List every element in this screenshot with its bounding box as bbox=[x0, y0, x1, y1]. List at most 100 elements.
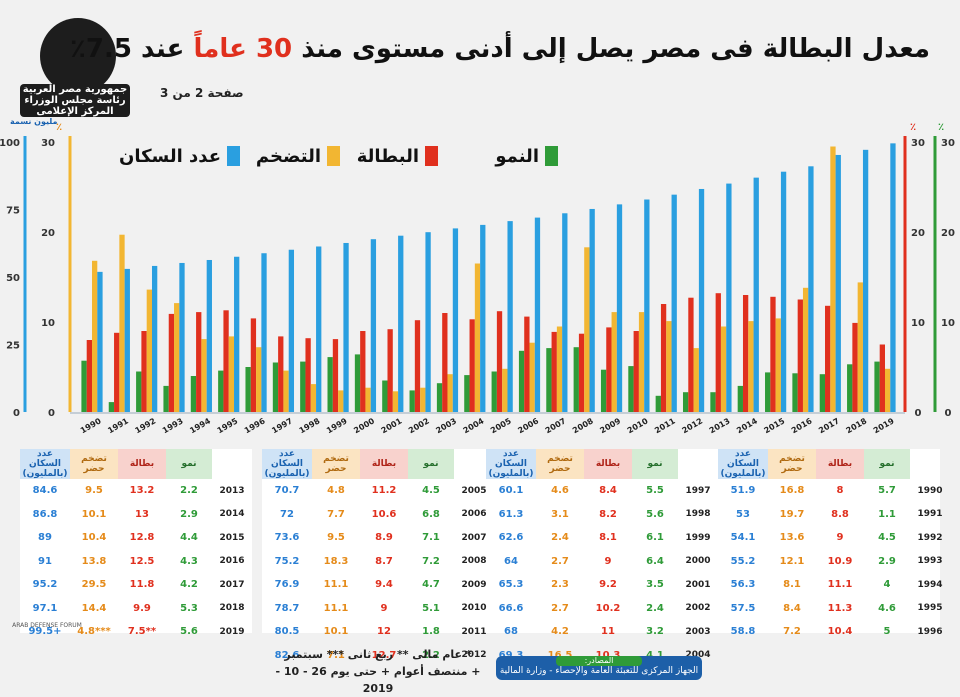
sources-box: المصادر: الجهاز المركزى للتعبئة العامة و… bbox=[496, 656, 702, 680]
bar-population-1994 bbox=[206, 259, 212, 412]
cell-une: 10.6 bbox=[371, 508, 397, 520]
cell-inf: 2.4 bbox=[551, 532, 569, 544]
bar-population-2013 bbox=[726, 183, 732, 412]
bar-unemployment-2018 bbox=[852, 322, 858, 412]
bar-inflation-2019 bbox=[885, 368, 891, 412]
x-tick-label: 1997 bbox=[270, 416, 294, 435]
bar-population-1990 bbox=[97, 271, 103, 412]
bar-inflation-2009 bbox=[611, 312, 617, 412]
pct-axis-unit-left: ٪ bbox=[56, 122, 62, 133]
logo-line1: جمهورية مصر العربية bbox=[22, 84, 128, 95]
x-tick-label: 2010 bbox=[626, 416, 650, 435]
cell-pop: 66.6 bbox=[498, 602, 524, 614]
bar-population-2019 bbox=[890, 143, 896, 412]
legend-growth-label: النمو bbox=[495, 145, 539, 167]
bar-unemployment-2003 bbox=[442, 313, 448, 412]
pop-axis-unit: مليون نسمة bbox=[10, 117, 58, 126]
cell-inf: 10.1 bbox=[323, 626, 349, 638]
bar-growth-2002 bbox=[409, 390, 415, 412]
cell-une: 11.2 bbox=[371, 485, 397, 497]
cell-pop: 60.1 bbox=[498, 485, 524, 497]
pop-tick: 50 bbox=[6, 273, 20, 284]
x-tick-label: 1995 bbox=[216, 416, 240, 435]
bar-growth-1994 bbox=[190, 376, 197, 412]
cell-gro: 2.9 bbox=[180, 508, 198, 520]
table-row: 89 10.4 12.8 4.4 2015 bbox=[20, 526, 252, 550]
cell-inf: 19.7 bbox=[779, 508, 805, 520]
cell-gro: 6.1 bbox=[646, 532, 664, 544]
data-table-1 bbox=[20, 449, 252, 633]
cell-gro: 5.6 bbox=[646, 508, 664, 520]
bar-unemployment-1996 bbox=[250, 318, 257, 412]
bar-unemployment-2019 bbox=[879, 344, 885, 412]
header-inflation: تضخم حضر bbox=[312, 449, 360, 479]
logo-line2: رئاسة مجلس الوزراء bbox=[24, 95, 126, 106]
bar-growth-1993 bbox=[163, 385, 169, 412]
x-tick-label: 2014 bbox=[735, 416, 759, 435]
cell-pop: 84.6 bbox=[32, 485, 58, 497]
bar-population-2006 bbox=[534, 217, 541, 412]
cell-year: 2004 bbox=[685, 650, 711, 661]
cell-une: 9.9 bbox=[133, 602, 151, 614]
cell-une: 13.2 bbox=[129, 485, 155, 497]
pop-tick: 75 bbox=[6, 206, 20, 217]
header-inflation: تضخم حضر bbox=[768, 449, 816, 479]
bar-growth-2015 bbox=[765, 372, 771, 412]
bar-growth-2012 bbox=[682, 392, 689, 412]
cell-gro: 2.2 bbox=[180, 485, 198, 497]
bar-growth-2003 bbox=[436, 383, 443, 412]
bar-growth-2013 bbox=[710, 392, 716, 412]
table-row: 58.8 7.2 10.4 5 1996 bbox=[718, 620, 950, 644]
cell-inf: 4.6 bbox=[551, 485, 569, 497]
cell-pop: 82.6 bbox=[274, 649, 300, 661]
cell-une: 11.1 bbox=[827, 579, 853, 591]
cell-year: 2011 bbox=[461, 626, 487, 637]
table-row: 64 2.7 9 6.4 2000 bbox=[486, 550, 718, 574]
data-table-3 bbox=[486, 449, 718, 633]
unemp-tick: 30 bbox=[911, 138, 925, 149]
cell-gro: 5.5 bbox=[646, 485, 664, 497]
cell-inf: 7.2 bbox=[783, 626, 801, 638]
pct-tick-left: 0 bbox=[48, 408, 55, 419]
bar-inflation-1992 bbox=[146, 289, 152, 412]
cell-inf: 8.1 bbox=[783, 579, 801, 591]
cell-gro: 3.2 bbox=[646, 626, 664, 638]
cell-year: 2007 bbox=[461, 532, 487, 543]
cell-une: 8.2 bbox=[599, 508, 617, 520]
bar-growth-2017 bbox=[819, 374, 826, 412]
cell-gro: 5.1 bbox=[422, 602, 440, 614]
cell-gro: 4.2 bbox=[180, 579, 198, 591]
cell-gro: 2.4 bbox=[646, 602, 664, 614]
cell-gro: 4.4 bbox=[180, 532, 198, 544]
cell-inf: 10.1 bbox=[81, 508, 107, 520]
bar-growth-2009 bbox=[600, 369, 607, 412]
cell-inf: 9.5 bbox=[327, 532, 345, 544]
x-tick-label: 2016 bbox=[790, 416, 814, 435]
cell-pop: 65.3 bbox=[498, 579, 524, 591]
cell-inf: 3.1 bbox=[551, 508, 569, 520]
cell-une: 10.3 bbox=[584, 650, 632, 661]
cell-gro: 1.8 bbox=[422, 626, 440, 638]
header-unemployment: بطالة bbox=[816, 449, 864, 479]
table-row: 80.5 10.1 12 1.8 2011 bbox=[262, 620, 494, 644]
bar-growth-2005 bbox=[491, 371, 497, 412]
sources-title: المصادر: bbox=[556, 656, 642, 666]
cell-pop: 58.8 bbox=[730, 626, 756, 638]
cell-une: 13 bbox=[135, 508, 149, 520]
bar-population-2003 bbox=[452, 228, 459, 412]
cell-une: 8 bbox=[836, 485, 844, 497]
bar-population-2012 bbox=[698, 188, 705, 412]
x-tick-label: 2007 bbox=[544, 416, 568, 435]
bar-population-2004 bbox=[480, 224, 486, 412]
cell-pop: 76.9 bbox=[274, 579, 300, 591]
x-tick-label: 2012 bbox=[680, 416, 704, 435]
cell-year: 1991 bbox=[917, 509, 943, 520]
cell-inf: 14.4 bbox=[81, 602, 107, 614]
bar-inflation-2013 bbox=[720, 326, 727, 412]
cell-gro: 1.1 bbox=[878, 508, 896, 520]
cell-gro: 4 bbox=[883, 579, 891, 591]
cell-year: 1999 bbox=[685, 532, 711, 543]
cell-inf: 16.5 bbox=[536, 650, 584, 661]
cell-year: 2006 bbox=[461, 509, 487, 520]
unemp-tick: 0 bbox=[915, 408, 922, 419]
